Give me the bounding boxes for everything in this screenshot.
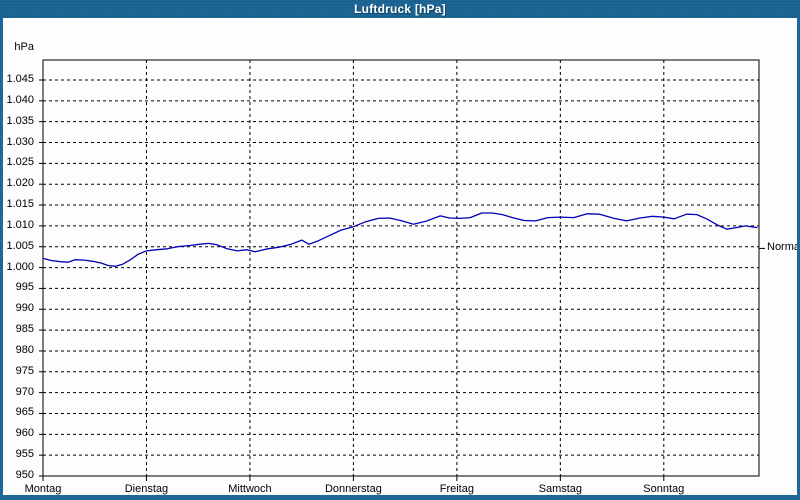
y-axis-label: 1.015 bbox=[6, 198, 34, 211]
x-axis-day-label: Mittwoch bbox=[228, 483, 272, 495]
y-axis-label: 955 bbox=[15, 448, 34, 461]
y-axis-label: 1.040 bbox=[6, 93, 34, 106]
y-axis-label: 995 bbox=[15, 281, 34, 294]
y-axis-label: 1.045 bbox=[6, 73, 34, 85]
normal-marker-label: Normal bbox=[767, 241, 797, 254]
x-axis-day-label: Dienstag bbox=[124, 483, 169, 495]
y-axis-label: 965 bbox=[15, 406, 34, 419]
window-title: Luftdruck [hPa] bbox=[354, 2, 446, 16]
title-bar[interactable]: Luftdruck [hPa] bbox=[0, 0, 800, 18]
y-axis-label: 1.000 bbox=[6, 260, 34, 273]
x-axis-day-label: Sonntag bbox=[643, 483, 685, 495]
y-axis-label: 970 bbox=[15, 385, 34, 398]
y-axis-label: 975 bbox=[15, 364, 34, 377]
y-axis-label: 985 bbox=[15, 323, 34, 336]
plot-border bbox=[42, 59, 760, 477]
x-axis-day-label: Samstag bbox=[538, 483, 583, 495]
y-axis-unit-label: hPa bbox=[14, 41, 34, 53]
y-axis-label: 1.035 bbox=[6, 114, 34, 127]
y-axis-label: 1.020 bbox=[6, 177, 34, 190]
y-axis-label: 1.010 bbox=[6, 218, 34, 231]
pressure-line bbox=[42, 212, 758, 267]
y-axis-label: 1.025 bbox=[6, 156, 34, 169]
pressure-chart bbox=[39, 59, 765, 481]
x-axis-day-label: Montag bbox=[24, 483, 62, 495]
y-axis-label: 960 bbox=[15, 427, 34, 440]
y-axis-label: 1.005 bbox=[6, 239, 34, 252]
y-axis-label: 950 bbox=[15, 469, 34, 481]
y-axis-label: 1.030 bbox=[6, 135, 34, 148]
chart-area: hPa 1.045 1.040 1.035 1.030 1.025 1.020 1.015 1.… bbox=[3, 18, 797, 495]
x-axis-day-label: Freitag bbox=[439, 483, 474, 495]
x-axis-day-label: Donnerstag bbox=[324, 483, 382, 495]
y-axis-label: 990 bbox=[15, 302, 34, 315]
y-axis-label: 980 bbox=[15, 343, 34, 356]
